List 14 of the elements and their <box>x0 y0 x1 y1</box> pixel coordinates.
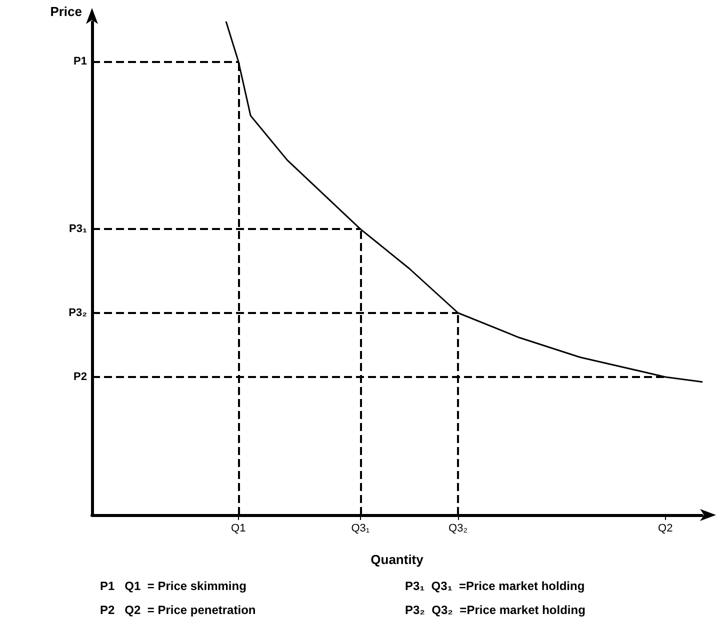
x-tick-label: Q3₁ <box>351 522 370 534</box>
text: P1 Q1 = Price skimming <box>100 579 246 593</box>
x-tick-label: Q2 <box>658 522 673 534</box>
x-axis-title: Quantity <box>370 552 424 567</box>
x-tick-label: Q3₂ <box>448 522 468 534</box>
ref-line-label: P3₁ <box>68 223 88 236</box>
y-axis-title: Price <box>50 4 82 19</box>
ref-line-label: P3₂ <box>68 306 88 319</box>
text: P3₂ Q3₂ =Price market holding <box>405 603 586 617</box>
text: P3₁ Q3₁ =Price market holding <box>405 579 585 593</box>
text: P2 Q2 = Price penetration <box>100 603 256 617</box>
x-tick-label: Q1 <box>231 522 246 534</box>
ref-line-label: P2 <box>74 370 87 383</box>
ref-line-label: P1 <box>74 55 87 68</box>
